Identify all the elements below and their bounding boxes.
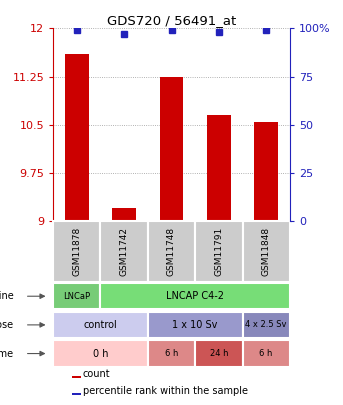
Bar <box>254 122 278 221</box>
FancyBboxPatch shape <box>100 221 148 282</box>
Bar <box>72 393 81 395</box>
Text: GSM11878: GSM11878 <box>72 227 81 276</box>
FancyBboxPatch shape <box>148 221 195 282</box>
Text: dose: dose <box>0 320 14 330</box>
FancyBboxPatch shape <box>243 312 290 338</box>
Text: 1 x 10 Sv: 1 x 10 Sv <box>173 320 218 330</box>
Text: control: control <box>84 320 117 330</box>
FancyBboxPatch shape <box>148 312 243 338</box>
FancyBboxPatch shape <box>53 312 148 338</box>
FancyBboxPatch shape <box>53 283 100 309</box>
FancyBboxPatch shape <box>53 221 100 282</box>
Text: percentile rank within the sample: percentile rank within the sample <box>83 386 248 396</box>
Text: GSM11848: GSM11848 <box>262 227 271 276</box>
Text: GSM11791: GSM11791 <box>214 227 223 276</box>
FancyBboxPatch shape <box>195 340 243 367</box>
Text: 0 h: 0 h <box>93 349 108 358</box>
Bar <box>159 77 183 221</box>
Text: 4 x 2.5 Sv: 4 x 2.5 Sv <box>246 320 287 329</box>
Bar <box>65 54 88 221</box>
FancyBboxPatch shape <box>100 283 290 309</box>
Text: count: count <box>83 369 110 379</box>
Title: GDS720 / 56491_at: GDS720 / 56491_at <box>107 14 236 27</box>
FancyBboxPatch shape <box>53 340 148 367</box>
Text: 6 h: 6 h <box>260 349 273 358</box>
Text: 6 h: 6 h <box>165 349 178 358</box>
FancyBboxPatch shape <box>243 340 290 367</box>
Text: GSM11748: GSM11748 <box>167 227 176 276</box>
FancyBboxPatch shape <box>195 221 243 282</box>
FancyBboxPatch shape <box>148 340 195 367</box>
Text: GSM11742: GSM11742 <box>120 227 129 276</box>
Bar <box>207 115 230 221</box>
Text: LNCaP: LNCaP <box>63 292 91 301</box>
Text: cell line: cell line <box>0 291 14 301</box>
Bar <box>72 376 81 378</box>
Text: LNCAP C4-2: LNCAP C4-2 <box>166 291 224 301</box>
Text: 24 h: 24 h <box>210 349 228 358</box>
Bar <box>112 209 136 221</box>
Text: time: time <box>0 349 14 358</box>
FancyBboxPatch shape <box>243 221 290 282</box>
